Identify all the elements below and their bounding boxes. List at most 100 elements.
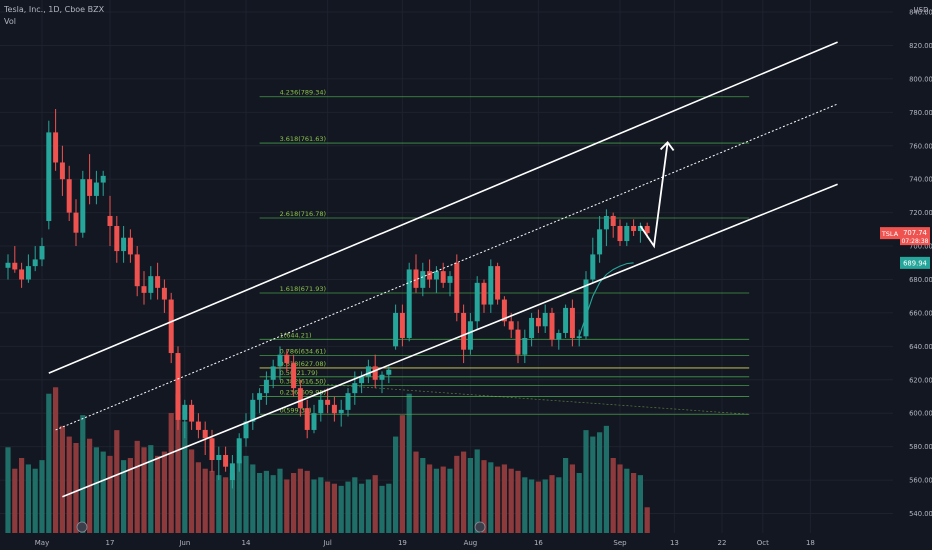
time-tick: Jul <box>322 539 332 547</box>
candle-body <box>440 271 446 283</box>
price-tick: 820.00 <box>909 42 932 50</box>
volume-bar <box>291 473 297 533</box>
ma-price-tag <box>900 256 930 269</box>
volume-bar <box>447 468 453 533</box>
price-tick: 840.00 <box>909 9 932 17</box>
candle-body <box>481 282 487 305</box>
volume-bar <box>107 455 113 533</box>
volume-bar <box>12 468 18 533</box>
volume-bar <box>338 485 344 533</box>
price-tick: 800.00 <box>909 75 932 83</box>
volume-bar <box>433 468 439 533</box>
candle-body <box>556 332 562 340</box>
volume-bar <box>603 425 609 533</box>
volume-bar <box>535 481 541 533</box>
candle-body <box>12 262 18 270</box>
volume-bar <box>331 483 337 533</box>
fib-level-label: 2.618(716.78) <box>280 210 326 218</box>
volume-bar <box>617 464 623 533</box>
volume-bar <box>352 477 358 533</box>
price-tick: 700.00 <box>909 243 932 251</box>
candle-body <box>406 269 412 338</box>
candle-body <box>107 215 113 227</box>
candle-body <box>114 226 120 252</box>
price-tick: 640.00 <box>909 343 932 351</box>
symbol-header: Tesla, Inc., 1D, Cboe BZX <box>4 5 105 14</box>
fib-level-label: 1.618(671.93) <box>280 285 326 293</box>
volume-bar <box>39 460 45 533</box>
volume-bar <box>243 455 249 533</box>
candle-body <box>5 262 11 268</box>
volume-bar <box>66 436 72 533</box>
candle-body <box>427 271 433 280</box>
candle-body <box>631 226 637 232</box>
volume-bar <box>100 451 106 533</box>
volume-bar <box>250 464 256 533</box>
candle-body <box>182 404 188 420</box>
volume-bar <box>19 458 25 533</box>
candle-body <box>257 393 263 400</box>
volume-bar <box>542 479 548 533</box>
candle-body <box>311 413 317 430</box>
fib-level-label: 0.382(616.50) <box>280 378 326 386</box>
drawings[interactable] <box>48 41 838 498</box>
volume-bar <box>325 481 331 533</box>
volume-bar <box>127 458 133 533</box>
volume-bar <box>427 464 433 533</box>
candle-body <box>644 226 650 234</box>
candle-body <box>100 175 106 183</box>
candle-body <box>59 162 65 180</box>
volume-bar <box>522 477 528 533</box>
candle-body <box>515 329 521 355</box>
time-tick: 22 <box>718 539 727 547</box>
volume-bar <box>583 430 589 533</box>
volume-bar <box>189 449 195 533</box>
candle-body <box>195 421 201 430</box>
price-axis[interactable]: USD 540.00 560.00 580.00 600.00 620.00 640.00 6… <box>909 6 932 518</box>
price-tick: 620.00 <box>909 376 932 384</box>
fib-level-label: 3.618(761.63) <box>280 135 326 143</box>
time-tick: Jun <box>178 539 190 547</box>
candle-body <box>338 409 344 414</box>
volume-bar <box>73 443 79 533</box>
arrow-head <box>659 141 675 151</box>
fib-trend-line <box>307 382 750 415</box>
last-price-value: 707.74 <box>903 229 927 237</box>
volume-label: Vol <box>4 17 16 26</box>
time-tick: Aug <box>464 539 478 547</box>
volume-bar <box>359 483 365 533</box>
volume-bar <box>393 436 399 533</box>
candle-body <box>32 259 38 267</box>
candle-body <box>121 237 127 252</box>
price-tick: 760.00 <box>909 142 932 150</box>
volume-bar <box>345 481 351 533</box>
candle-body <box>189 404 195 422</box>
volume-bar <box>161 451 167 533</box>
price-tick: 740.00 <box>909 176 932 184</box>
candle-body <box>610 215 616 227</box>
candle-body <box>134 254 140 287</box>
candle-body <box>365 366 371 377</box>
fib-level-label: 4.236(789.34) <box>280 89 326 97</box>
volume-bar <box>270 475 276 533</box>
symbol-tag-label: TSLA <box>881 230 899 238</box>
candle-body <box>590 254 596 280</box>
volume-bar <box>467 458 473 533</box>
volume-bar <box>386 483 392 533</box>
volume-bar <box>413 451 419 533</box>
volume-bar <box>114 430 120 533</box>
price-tick: 680.00 <box>909 276 932 284</box>
volume-bar <box>32 468 38 533</box>
candle-body <box>175 353 181 420</box>
candle-body <box>359 376 365 384</box>
price-tick: 580.00 <box>909 443 932 451</box>
candle-body <box>325 399 331 405</box>
time-axis[interactable]: May 17 Jun 14 Jul 19 Aug 16 Sep 13 22 Oct 18 <box>0 533 932 550</box>
candle-body <box>399 312 405 338</box>
volume-bar <box>202 468 208 533</box>
volume-bar <box>209 470 215 533</box>
price-tick: 560.00 <box>909 477 932 485</box>
volume-bar <box>5 447 11 533</box>
candle-body <box>433 271 439 280</box>
